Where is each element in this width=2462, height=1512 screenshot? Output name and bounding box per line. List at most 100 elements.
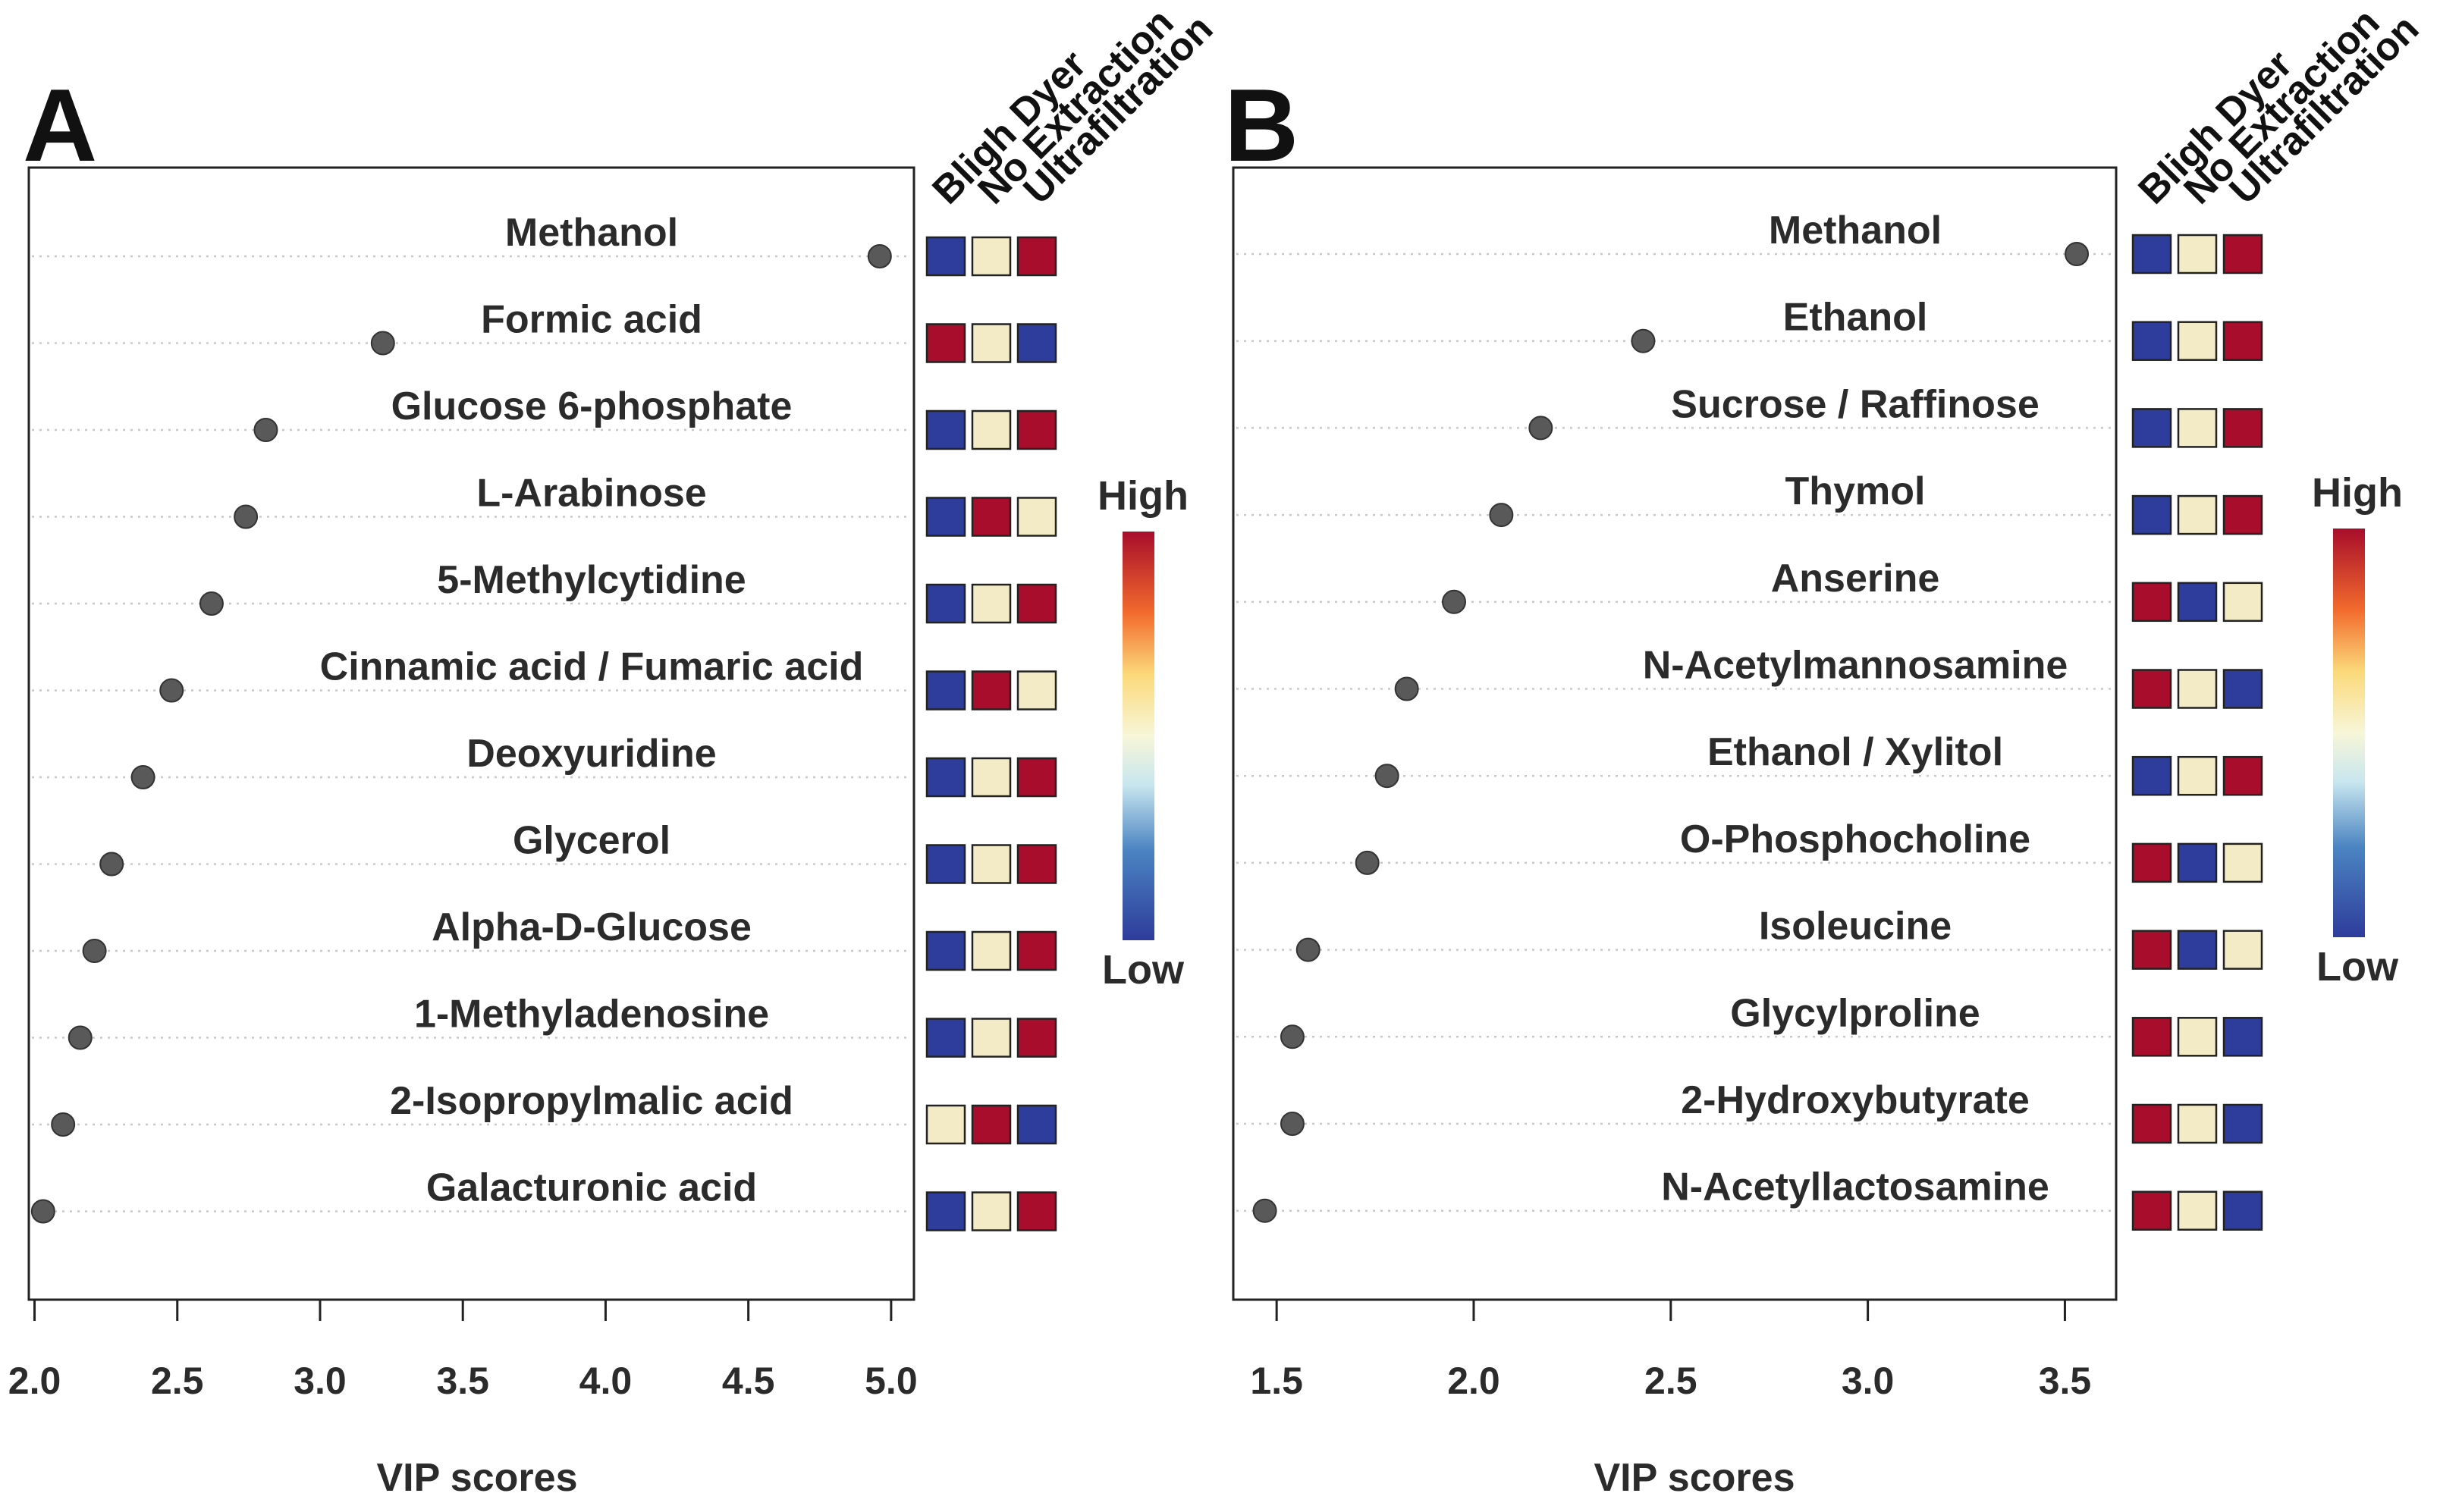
heatmap-cell-low <box>925 670 966 711</box>
vip-dot <box>82 939 107 963</box>
vip-dot <box>234 504 259 529</box>
panel-b: B Methanol Ethanol Sucrose / Raffinose Thym… <box>1224 0 2427 1500</box>
metabolite-label: 5-Methylcytidine <box>437 558 746 602</box>
heatmap-cell-mid <box>2177 408 2218 448</box>
heatmap-cell-high <box>2222 321 2263 361</box>
heatmap-cell-low <box>1016 323 1057 363</box>
x-tick-label: 4.5 <box>722 1360 775 1402</box>
metabolite-label: Anserine <box>1771 557 1940 601</box>
vip-dot <box>199 591 224 616</box>
heatmap-cell-mid <box>2177 494 2218 535</box>
metabolite-label: 2-Hydroxybutyrate <box>1681 1078 2029 1122</box>
heatmap-cell-low <box>2222 1190 2263 1231</box>
x-axis: 2.0 2.5 3.0 3.5 4.0 4.5 5.0 <box>8 1298 918 1402</box>
heatmap-cell-mid <box>2177 234 2218 274</box>
heatmap-cell-low <box>2131 755 2172 796</box>
heatmap-cell-low <box>925 1191 966 1231</box>
x-axis: 1.5 2.0 2.5 3.0 3.5 <box>1250 1298 2092 1402</box>
legend-high-label: High <box>2312 470 2403 516</box>
heatmap-column <box>2131 234 2263 1231</box>
heatmap-cell-low <box>2177 842 2218 883</box>
panel-letter: A <box>23 67 97 183</box>
metabolite-label: Deoxyuridine <box>466 732 716 776</box>
heatmap-cell-mid <box>2177 755 2218 796</box>
vip-dot <box>2065 242 2090 266</box>
heatmap-cell-mid <box>2177 321 2218 361</box>
heatmap-cell-mid <box>2222 842 2263 883</box>
heatmap-cell-low <box>925 409 966 450</box>
metabolite-label: 1-Methyladenosine <box>414 993 769 1037</box>
metabolite-label: Formic acid <box>481 298 702 342</box>
vip-dot <box>99 852 124 877</box>
heatmap-cell-mid <box>971 844 1012 884</box>
metabolite-label: L-Arabinose <box>476 472 706 516</box>
metabolite-labels: Methanol Formic acid Glucose 6-phosphate L-… <box>320 211 864 1210</box>
heatmap-cell-low <box>925 497 966 537</box>
legend-low-label: Low <box>1102 947 1185 993</box>
heatmap-cell-mid <box>2222 582 2263 623</box>
vip-dot <box>1374 764 1399 789</box>
heatmap-cell-high <box>2131 930 2172 970</box>
vip-dots <box>30 244 892 1224</box>
heatmap-cell-high <box>1016 583 1057 624</box>
metabolite-label: N-Acetylmannosamine <box>1643 644 2068 688</box>
heatmap-cell-low <box>2222 1017 2263 1057</box>
legend-low-label: Low <box>2316 944 2399 990</box>
heatmap-cell-high <box>971 670 1012 711</box>
heatmap-cell-mid <box>2177 1103 2218 1144</box>
metabolite-label: O-Phosphocholine <box>1680 817 2030 861</box>
heatmap-cell-high <box>2222 234 2263 274</box>
heatmap-cell-high <box>1016 1018 1057 1058</box>
heatmap-cell-mid <box>971 1191 1012 1231</box>
metabolite-label: Ethanol <box>1783 296 1928 340</box>
heatmap-cell-mid <box>2177 1190 2218 1231</box>
metabolite-label: Cinnamic acid / Fumaric acid <box>320 645 864 689</box>
heatmap-cell-low <box>2131 321 2172 361</box>
heatmap-cell-high <box>971 497 1012 537</box>
metabolite-label: Galacturonic acid <box>426 1166 757 1210</box>
metabolite-label: Alpha-D-Glucose <box>432 905 752 949</box>
heatmap-cell-high <box>2131 1190 2172 1231</box>
heatmap-cell-low <box>925 1018 966 1058</box>
vip-dot <box>30 1199 55 1224</box>
panel-letter: B <box>1224 67 1299 183</box>
heatmap-cell-low <box>2177 582 2218 623</box>
metabolite-labels: Methanol Ethanol Sucrose / Raffinose Thymol… <box>1643 209 2068 1209</box>
vip-dot <box>1394 676 1419 701</box>
heatmap-cell-mid <box>2177 1017 2218 1057</box>
heatmap-cell-low <box>925 930 966 971</box>
heatmap-cell-low <box>2131 408 2172 448</box>
heatmap-cell-high <box>1016 236 1057 277</box>
x-tick-label: 3.5 <box>436 1360 489 1402</box>
x-tick-label: 5.0 <box>865 1360 918 1402</box>
heatmap-cell-high <box>2131 1103 2172 1144</box>
x-tick-label: 3.5 <box>2039 1360 2092 1402</box>
heatmap-cell-mid <box>971 323 1012 363</box>
heatmap-cell-high <box>925 323 966 363</box>
heatmap-cell-low <box>925 236 966 277</box>
x-tick-label: 2.5 <box>151 1360 204 1402</box>
heatmap-cell-high <box>2131 582 2172 623</box>
heatmap-cell-high <box>1016 757 1057 798</box>
vip-dot <box>1295 937 1320 962</box>
metabolite-label: Glycylproline <box>1730 991 1980 1035</box>
heatmap-cell-mid <box>1016 497 1057 537</box>
heatmap-cell-high <box>1016 930 1057 971</box>
heatmap-cell-high <box>2222 494 2263 535</box>
x-axis-title: VIP scores <box>1594 1456 1795 1500</box>
heatmap-cell-high <box>1016 844 1057 884</box>
vip-dot <box>253 418 278 442</box>
x-tick-label: 2.0 <box>1447 1360 1500 1402</box>
x-axis-title: VIP scores <box>376 1456 577 1500</box>
metabolite-label: Isoleucine <box>1759 905 1952 949</box>
panel-a: A Methanol Formic acid Glucose 6-phosphate… <box>8 0 1222 1500</box>
color-legend: High Low <box>2312 470 2403 990</box>
heatmap-cell-high <box>2222 755 2263 796</box>
heatmap-cell-mid <box>971 583 1012 624</box>
heatmap-cell-mid <box>2222 930 2263 970</box>
heatmap-cell-mid <box>2177 669 2218 709</box>
metabolite-label: Ethanol / Xylitol <box>1707 730 2003 774</box>
vip-dot <box>1528 416 1553 441</box>
vip-dot <box>159 678 184 703</box>
